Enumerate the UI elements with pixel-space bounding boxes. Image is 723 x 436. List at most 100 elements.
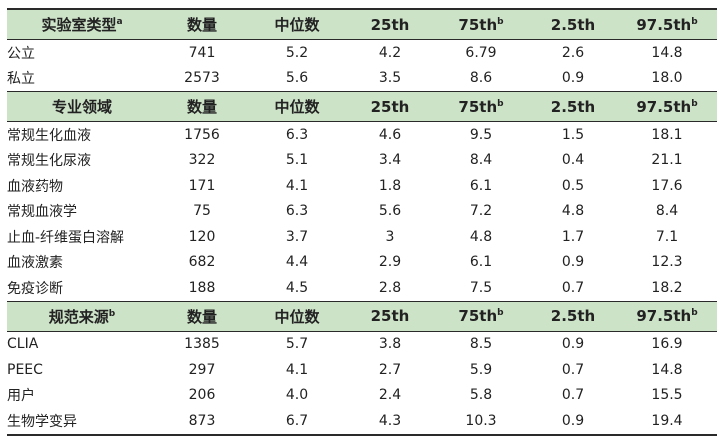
row-p25: 3.5	[378, 70, 402, 87]
header-p2-5: 2.5th	[529, 300, 617, 332]
row-count: 873	[157, 408, 247, 436]
row-label: 公立	[7, 45, 35, 62]
row-p75: 6.1	[469, 177, 493, 194]
row-p75: 10.3	[433, 408, 529, 436]
row-p2-5: 2.6	[561, 44, 585, 61]
header-p97-5-footnote: b	[691, 308, 698, 318]
row-p2-5: 0.9	[561, 254, 585, 271]
table-row: 常规血液学 75 6.3 5.6 7.2 4.8 8.4	[7, 199, 717, 225]
section-header-spec-source: 规范来源b 数量 中位数 25th 75thb 2.5th 97.5thb	[7, 300, 717, 332]
header-p75-cell: 75thb	[433, 8, 529, 40]
row-median: 5.7	[285, 336, 309, 353]
header-label-cell: 实验室类型a	[7, 8, 157, 40]
row-median: 4.1	[285, 361, 309, 378]
row-label: 生物学变异	[7, 408, 157, 436]
section-header-lab-type: 实验室类型a 数量 中位数 25th 75thb 2.5th 97.5thb	[7, 8, 717, 40]
header-p25: 25th	[347, 300, 433, 332]
table-row: 公立 741 5.2 4.2 6.79 2.6 14.8	[7, 40, 717, 66]
header-p75: 75th	[458, 307, 498, 325]
row-p75: 6.1	[469, 254, 493, 271]
row-p75: 7.2	[469, 203, 493, 220]
row-count: 188	[188, 279, 216, 296]
header-p97-5-footnote: b	[691, 98, 698, 109]
row-p25: 3.4	[378, 152, 402, 169]
table-row: PEEC 297 4.1 2.7 5.9 0.7 14.8	[7, 357, 717, 383]
row-p97-5: 16.9	[651, 336, 683, 353]
header-p75: 75th	[458, 15, 498, 34]
row-label: 血液激素	[7, 255, 63, 272]
table-row: 用户 206 4.0 2.4 5.8 0.7 15.5	[7, 383, 717, 409]
table-row: 生物学变异 873 6.7 4.3 10.3 0.9 19.4	[7, 408, 717, 436]
header-median: 中位数	[247, 8, 347, 40]
row-median: 4.5	[285, 279, 309, 296]
row-median: 3.7	[285, 228, 309, 245]
row-median: 5.2	[285, 44, 309, 61]
row-count: 120	[188, 228, 216, 245]
row-p75: 9.5	[469, 126, 493, 143]
header-label: 专业领域	[51, 98, 112, 116]
row-p2-5: 0.7	[561, 361, 585, 378]
table-body: 实验室类型a 数量 中位数 25th 75thb 2.5th 97.5thb 公…	[7, 8, 717, 436]
row-count: 1756	[184, 126, 220, 143]
row-p25: 5.6	[378, 203, 402, 220]
row-p75: 7.5	[469, 279, 493, 296]
row-count: 741	[188, 44, 216, 61]
row-p75: 8.4	[469, 152, 493, 169]
row-p25: 2.9	[378, 254, 402, 271]
row-p75: 4.8	[469, 228, 493, 245]
row-p2-5: 4.8	[561, 203, 585, 220]
row-label: 常规血液学	[7, 204, 77, 221]
row-p2-5: 1.7	[561, 228, 585, 245]
header-label: 规范来源	[48, 307, 109, 326]
row-p97-5: 12.3	[651, 254, 683, 271]
row-count: 171	[188, 177, 216, 194]
row-label: 常规生化血液	[7, 127, 91, 144]
row-label: 免疫诊断	[7, 280, 63, 297]
header-label-footnote: a	[116, 17, 123, 27]
table-row: 血液药物 171 4.1 1.8 6.1 0.5 17.6	[7, 173, 717, 199]
header-p2-5: 2.5th	[529, 8, 617, 40]
row-p97-5: 7.1	[655, 228, 679, 245]
header-p97-5: 97.5th	[636, 307, 692, 325]
header-count: 数量	[157, 91, 247, 122]
row-p25: 3.8	[378, 336, 402, 353]
table-row: 常规生化尿液 322 5.1 3.4 8.4 0.4 21.1	[7, 148, 717, 174]
row-p97-5: 17.6	[651, 177, 683, 194]
row-p2-5: 0.9	[529, 408, 617, 436]
row-count: 206	[188, 387, 216, 404]
row-count: 322	[188, 152, 216, 169]
header-label-footnote: b	[108, 308, 116, 319]
row-p25: 4.2	[378, 44, 402, 61]
section-header-specialty: 专业领域 数量 中位数 25th 75thb 2.5th 97.5thb	[7, 91, 717, 122]
row-label: 私立	[7, 71, 35, 88]
row-p97-5: 15.5	[651, 387, 683, 404]
row-p2-5: 0.9	[561, 70, 585, 87]
row-p75: 8.6	[469, 70, 493, 87]
row-p2-5: 0.7	[561, 387, 585, 404]
header-p97-5-cell: 97.5thb	[617, 300, 717, 332]
table-row: CLIA 1385 5.7 3.8 8.5 0.9 16.9	[7, 331, 717, 357]
row-p2-5: 0.9	[561, 336, 585, 353]
row-label: 血液药物	[7, 178, 63, 195]
statistics-table-container: 实验室类型a 数量 中位数 25th 75thb 2.5th 97.5thb 公…	[7, 8, 717, 436]
row-p75: 8.5	[469, 336, 493, 353]
table-row: 私立 2573 5.6 3.5 8.6 0.9 18.0	[7, 66, 717, 92]
row-p97-5: 14.8	[651, 361, 683, 378]
row-label: 止血-纤维蛋白溶解	[7, 229, 125, 246]
header-p75: 75th	[458, 97, 498, 116]
row-p25: 4.6	[378, 126, 402, 143]
table-row: 免疫诊断 188 4.5 2.8 7.5 0.7 18.2	[7, 275, 717, 301]
row-p97-5: 19.4	[617, 408, 717, 436]
header-p97-5-footnote: b	[691, 16, 698, 27]
header-count: 数量	[157, 300, 247, 332]
row-count: 682	[188, 254, 216, 271]
table-row: 血液激素 682 4.4 2.9 6.1 0.9 12.3	[7, 250, 717, 276]
row-p75: 5.9	[469, 361, 493, 378]
row-p2-5: 0.7	[561, 279, 585, 296]
header-label-cell: 专业领域	[7, 91, 157, 122]
row-p25: 2.8	[378, 279, 402, 296]
row-p2-5: 0.5	[561, 177, 585, 194]
row-p97-5: 18.1	[651, 126, 683, 143]
row-median: 6.7	[247, 408, 347, 436]
header-count: 数量	[157, 8, 247, 40]
